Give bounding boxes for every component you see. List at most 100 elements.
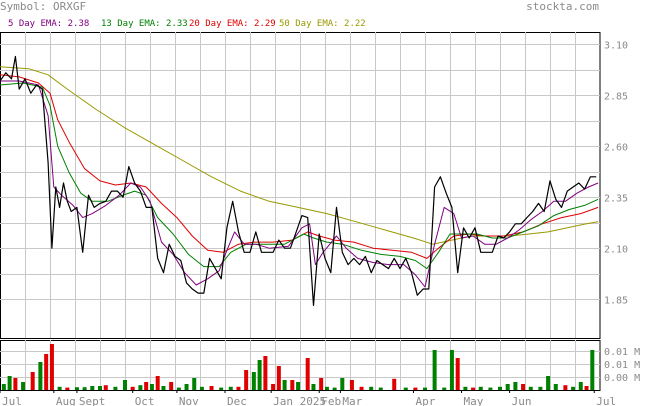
- volume-bar-up: [123, 380, 127, 390]
- x-month-label: Dec: [227, 395, 247, 406]
- volume-bar-up: [257, 360, 262, 390]
- volume-bar-down: [276, 366, 281, 390]
- legend-ema50: 50 Day EMA: 2.22: [279, 19, 366, 29]
- volume-bar-up: [113, 386, 118, 390]
- y-tick-label: 2.10: [604, 245, 628, 256]
- volume-bar-down: [103, 385, 108, 390]
- x-month-label: Mar: [342, 395, 362, 406]
- volume-bar-up: [553, 384, 558, 390]
- volume-bar-down: [521, 384, 526, 390]
- volume-bar-down: [290, 380, 295, 390]
- volume-bar-up: [478, 386, 483, 390]
- volume-bar-down: [236, 386, 241, 390]
- volume-bar-up: [538, 386, 543, 390]
- x-month-label: Jan 2025: [273, 395, 326, 406]
- volume-bar-up: [369, 386, 374, 390]
- volume-bar-up: [546, 376, 551, 390]
- volume-bar-up: [138, 385, 143, 390]
- volume-bar-up: [590, 350, 595, 390]
- x-month-label: May: [464, 395, 484, 406]
- volume-bar-up: [38, 362, 43, 390]
- volume-bar-down: [455, 358, 460, 390]
- symbol-label: Symbol: ORXGF: [0, 0, 87, 13]
- volume-bar-down: [144, 382, 149, 390]
- x-month-label: Aug: [56, 395, 76, 406]
- volume-bar-up: [332, 387, 337, 390]
- volume-bar-down: [471, 387, 476, 390]
- volume-bar-up: [378, 387, 383, 390]
- volume-tick-label: 0.01 M: [604, 360, 640, 371]
- volume-bar-up: [199, 386, 204, 390]
- price-line: [0, 55, 597, 306]
- ema5-line: [0, 80, 599, 288]
- volume-bar-up: [21, 382, 26, 390]
- volume-bar-down: [392, 378, 397, 390]
- volume-bar-down: [584, 386, 589, 390]
- volume-bar-up: [324, 386, 329, 390]
- x-month-label: Oct: [135, 395, 155, 406]
- x-month-label: Sept: [79, 395, 106, 406]
- volume-bar-down: [305, 358, 310, 390]
- volume-bar-up: [176, 387, 181, 390]
- volume-bar-down: [319, 378, 324, 390]
- volume-bar-up: [296, 382, 301, 390]
- x-month-label: Nov: [179, 395, 199, 406]
- volume-bar-up: [192, 378, 197, 390]
- volume-bar-up: [498, 386, 502, 390]
- volume-bar-up: [98, 386, 102, 390]
- volume-bar-down: [271, 384, 276, 390]
- volume-bar-down: [244, 370, 249, 390]
- volume-bar-up: [184, 384, 189, 390]
- volume-bar-down: [30, 372, 35, 390]
- volume-bar-down: [44, 354, 49, 390]
- volume-bar-up: [442, 387, 447, 390]
- volume-bar-up: [282, 380, 287, 390]
- volume-bar-up: [228, 386, 233, 390]
- volume-bar-up: [82, 387, 87, 390]
- volume-bar-up: [149, 384, 154, 390]
- volume-bar-up: [578, 382, 583, 390]
- ema50-line: [0, 66, 599, 245]
- y-tick-label: 1.85: [604, 296, 628, 307]
- volume-bar-down: [359, 386, 364, 390]
- x-month-label: Jul: [596, 395, 616, 406]
- volume-bar-up: [311, 384, 316, 390]
- volume-bar-up: [340, 378, 345, 390]
- volume-bar-up: [513, 382, 518, 390]
- volume-bar-up: [74, 387, 79, 390]
- volume-bar-up: [251, 372, 256, 390]
- volume-bar-up: [161, 386, 166, 390]
- volume-bar-down: [65, 387, 70, 390]
- volume-bar-down: [349, 380, 354, 390]
- y-tick-label: 2.85: [604, 92, 628, 103]
- x-month-label: Feb: [321, 395, 341, 406]
- volume-bar-down: [209, 386, 214, 390]
- y-tick-label: 3.10: [604, 41, 628, 52]
- volume-bar-down: [263, 356, 268, 390]
- volume-bar-up: [1, 384, 6, 390]
- volume-bar-down: [169, 382, 174, 390]
- volume-bar-up: [505, 384, 510, 390]
- volume-bar-up: [488, 387, 493, 390]
- volume-bar-down: [13, 378, 18, 390]
- x-month-label: Jun: [512, 395, 532, 406]
- volume-bar-up: [423, 387, 427, 390]
- volume-bar-up: [57, 386, 62, 390]
- volume-bar-up: [463, 386, 468, 390]
- x-month-label: Apr: [415, 395, 435, 406]
- volume-bar-down: [155, 376, 160, 390]
- legend-ema20: 20 Day EMA: 2.29: [189, 19, 276, 29]
- volume-bar-up: [571, 386, 576, 390]
- volume-bar-down: [413, 387, 418, 390]
- site-label[interactable]: stockta.com: [526, 0, 599, 13]
- volume-bar-up: [7, 376, 12, 390]
- volume-bar-down: [49, 344, 54, 390]
- volume-tick-label: 0.00 M: [604, 373, 640, 384]
- volume-bar-up: [528, 386, 533, 390]
- volume-bar-up: [432, 350, 437, 390]
- volume-bar-down: [130, 386, 135, 390]
- x-month-label: Jul: [2, 395, 22, 406]
- legend-ema5: 5 Day EMA: 2.38: [8, 19, 90, 29]
